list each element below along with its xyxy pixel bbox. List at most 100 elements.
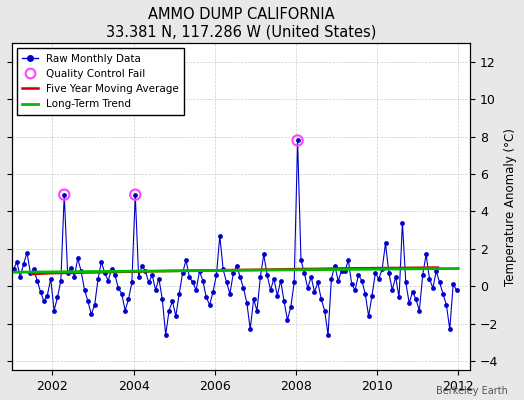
Point xyxy=(178,270,187,276)
Point xyxy=(111,272,119,278)
Point xyxy=(199,278,207,284)
Point xyxy=(425,276,434,282)
Point xyxy=(131,192,139,198)
Point xyxy=(40,298,48,304)
Point xyxy=(324,332,332,338)
Point xyxy=(202,294,211,301)
Point xyxy=(26,270,35,276)
Point xyxy=(303,285,312,291)
Point xyxy=(9,266,18,273)
Point xyxy=(368,292,376,299)
Point xyxy=(205,302,214,308)
Point xyxy=(334,278,342,284)
Point xyxy=(13,259,21,265)
Point xyxy=(107,266,116,273)
Point xyxy=(321,307,329,314)
Point xyxy=(30,266,38,273)
Point xyxy=(314,279,322,286)
Point xyxy=(378,266,386,273)
Point xyxy=(259,251,268,258)
Point xyxy=(283,317,292,323)
Point xyxy=(209,289,217,295)
Point xyxy=(337,268,346,274)
Point xyxy=(161,332,170,338)
Point xyxy=(212,272,221,278)
Point xyxy=(33,278,41,284)
Point xyxy=(243,300,251,306)
Point xyxy=(91,302,99,308)
Point xyxy=(344,257,353,263)
Point xyxy=(215,232,224,239)
Point xyxy=(398,220,407,226)
Point xyxy=(358,278,366,284)
Point xyxy=(442,302,451,308)
Point xyxy=(354,272,363,278)
Point xyxy=(239,285,248,291)
Point xyxy=(121,307,129,314)
Point xyxy=(124,296,133,302)
Point xyxy=(145,279,153,286)
Point xyxy=(23,249,31,256)
Point xyxy=(249,296,258,302)
Point xyxy=(16,274,25,280)
Point xyxy=(266,287,275,293)
Point xyxy=(185,274,193,280)
Point xyxy=(128,279,136,286)
Point xyxy=(385,270,393,276)
Point xyxy=(364,313,373,319)
Point xyxy=(94,276,102,282)
Point xyxy=(435,279,444,286)
Point xyxy=(131,192,139,198)
Point xyxy=(293,137,302,144)
Point xyxy=(280,298,288,304)
Point xyxy=(277,278,285,284)
Point xyxy=(287,304,295,310)
Point xyxy=(219,266,227,273)
Point xyxy=(43,292,51,299)
Point xyxy=(371,270,379,276)
Point xyxy=(36,289,45,295)
Point xyxy=(97,259,106,265)
Point xyxy=(70,274,79,280)
Text: Berkeley Earth: Berkeley Earth xyxy=(436,386,508,396)
Point xyxy=(422,251,430,258)
Point xyxy=(168,298,177,304)
Point xyxy=(432,268,441,274)
Point xyxy=(101,270,109,276)
Point xyxy=(67,264,75,271)
Point xyxy=(351,287,359,293)
Point xyxy=(361,290,369,297)
Point xyxy=(297,257,305,263)
Point xyxy=(317,296,325,302)
Point xyxy=(391,274,400,280)
Point xyxy=(415,307,423,314)
Point xyxy=(290,279,298,286)
Point xyxy=(60,192,69,198)
Point xyxy=(73,255,82,262)
Point xyxy=(60,192,69,198)
Point xyxy=(388,287,397,293)
Point xyxy=(57,278,65,284)
Point xyxy=(47,276,55,282)
Point xyxy=(182,257,190,263)
Point xyxy=(175,290,183,297)
Point xyxy=(395,294,403,301)
Point xyxy=(412,296,420,302)
Point xyxy=(229,270,237,276)
Point xyxy=(375,276,383,282)
Point xyxy=(381,240,390,246)
Point xyxy=(253,307,261,314)
Point xyxy=(114,285,123,291)
Point xyxy=(310,289,319,295)
Point xyxy=(148,272,156,278)
Point xyxy=(347,281,356,288)
Point xyxy=(80,287,89,293)
Legend: Raw Monthly Data, Quality Control Fail, Five Year Moving Average, Long-Term Tren: Raw Monthly Data, Quality Control Fail, … xyxy=(17,48,184,114)
Point xyxy=(50,307,58,314)
Point xyxy=(331,262,339,269)
Point xyxy=(270,276,278,282)
Point xyxy=(429,285,437,291)
Point xyxy=(138,262,146,269)
Point xyxy=(63,270,72,276)
Point xyxy=(172,313,180,319)
